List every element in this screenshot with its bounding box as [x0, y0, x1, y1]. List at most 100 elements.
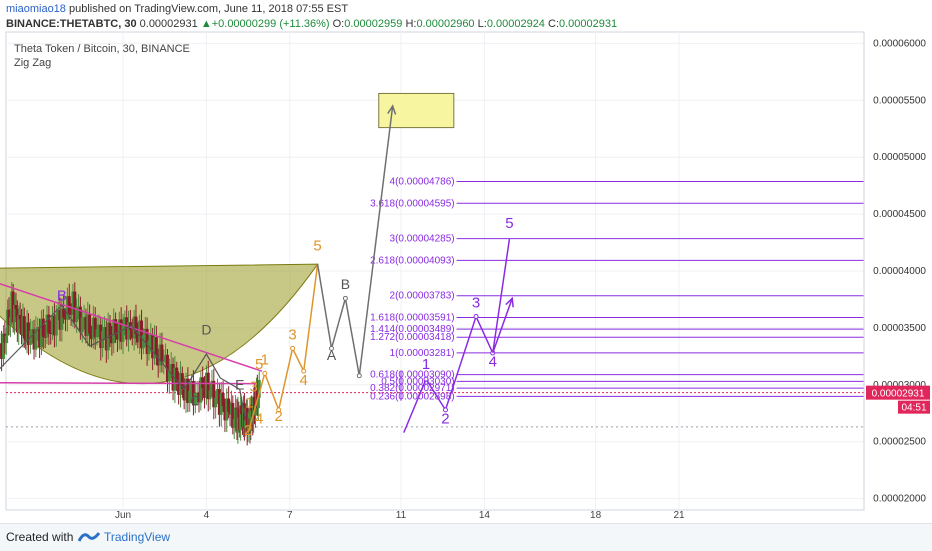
candle-body	[54, 314, 58, 336]
candle-body	[199, 377, 203, 403]
candle-body	[136, 333, 140, 343]
fib-level-label: 0.618(0.00003090)	[370, 370, 455, 381]
wave-label: E	[235, 376, 244, 392]
candle-body	[197, 392, 201, 403]
high-value: 0.00002960	[416, 18, 475, 30]
candle-body	[58, 310, 62, 330]
publish-line: miaomiao18 published on TradingView.com,…	[6, 3, 348, 15]
candle-body	[240, 405, 244, 415]
candle-body	[237, 409, 241, 418]
chart-background	[0, 0, 932, 523]
candle-body	[195, 392, 199, 394]
fib-level-label: 3.618(0.00004595)	[370, 198, 455, 209]
countdown-tag	[898, 400, 930, 414]
x-tick-label: 4	[204, 510, 210, 521]
candle-body	[112, 319, 116, 344]
candle-body	[182, 388, 186, 401]
wave-labels: ABCDE5314212345AB12345	[57, 215, 514, 439]
candle-body	[193, 392, 197, 406]
fib-level-label: 1.414(0.00003489)	[370, 324, 455, 335]
candle-body	[123, 317, 127, 325]
candle-body	[221, 392, 225, 406]
candle-body	[225, 398, 229, 421]
candle-body	[191, 381, 195, 406]
fib-level-label: 0.382(0.00002971)	[370, 383, 455, 394]
wedge-lower-line	[0, 382, 257, 385]
wave-label: 4	[489, 354, 497, 371]
countdown-value: 04:51	[901, 403, 926, 414]
projection-node	[329, 345, 334, 351]
close-label: C:	[548, 18, 559, 30]
candle-body	[30, 329, 34, 332]
candle-body	[8, 317, 12, 325]
candle-body	[89, 333, 93, 340]
candle-body	[165, 354, 169, 382]
candle-body	[219, 392, 223, 415]
candle-body	[18, 315, 22, 320]
projection-purple-main	[403, 239, 511, 433]
candle-body	[73, 291, 77, 323]
candle-body	[141, 335, 145, 349]
candle-body	[151, 334, 155, 359]
projection-node	[276, 407, 282, 413]
wave-label: B	[341, 276, 350, 292]
wave-label: 4	[300, 372, 308, 389]
author-link[interactable]: miaomiao18	[6, 3, 66, 15]
candle-body	[91, 317, 95, 340]
wedge-upper-line	[0, 283, 263, 372]
candle-body	[65, 296, 69, 320]
chart-canvas[interactable]: Jun 4 7 11 14 18 21 4(0.00004786)3.618(0.00004…	[0, 0, 932, 523]
tradingview-logo-icon[interactable]	[78, 529, 100, 545]
fib-level-label: 4(0.00004786)	[390, 177, 455, 188]
wave-label: 2	[275, 408, 283, 425]
candle-body	[184, 378, 188, 401]
x-tick-label: Jun	[115, 510, 131, 521]
tradingview-brand[interactable]: TradingView	[104, 530, 171, 544]
candle-body	[1, 333, 5, 359]
candle-body	[164, 354, 168, 362]
candle-body	[254, 405, 258, 416]
candle-body	[175, 367, 179, 383]
projection-node	[473, 314, 479, 320]
wave-label: B	[57, 288, 67, 305]
candle-body	[177, 382, 181, 395]
candle-body	[26, 322, 30, 346]
wave-label: 5	[505, 215, 513, 232]
candle-body	[217, 388, 221, 415]
open-label: O:	[332, 18, 345, 30]
indicator-label[interactable]: Zig Zag	[14, 57, 52, 69]
wave-label: 2	[441, 411, 449, 428]
candle-body	[39, 318, 43, 348]
candle-body	[38, 327, 42, 348]
candle-body	[110, 338, 114, 344]
candle-body	[210, 380, 214, 391]
candle-body	[167, 370, 171, 382]
candle-body	[132, 316, 136, 339]
candle-body	[158, 344, 162, 366]
projection-node	[356, 373, 362, 379]
candle-body	[14, 304, 18, 309]
candle-body	[186, 378, 190, 404]
candle-body	[216, 388, 220, 399]
candle-body	[188, 390, 192, 404]
fib-level-label: 3(0.00004285)	[390, 234, 455, 245]
candle-body	[71, 291, 75, 315]
candle-body	[78, 306, 82, 333]
up-arrow-icon: ▲	[200, 18, 212, 30]
price-axis[interactable]: 0.00006000 0.00005500 0.00005000 0.00004500…	[863, 32, 932, 510]
candle-body	[84, 317, 88, 336]
candle-body	[231, 402, 235, 429]
fib-level-label: 2.618(0.00004093)	[370, 255, 455, 266]
candle-body	[80, 317, 84, 333]
projection-node	[301, 368, 307, 374]
candle-body	[232, 419, 236, 429]
candle-body	[180, 373, 184, 389]
x-tick-label: 11	[396, 510, 407, 521]
candle-body	[17, 315, 21, 333]
arrow-head	[505, 296, 514, 308]
candle-body	[250, 404, 254, 411]
symbol-label[interactable]: BINANCE:THETABTC, 30	[6, 18, 137, 30]
candle-body	[0, 343, 4, 359]
candle-body	[154, 337, 158, 355]
candle-body	[22, 316, 26, 339]
